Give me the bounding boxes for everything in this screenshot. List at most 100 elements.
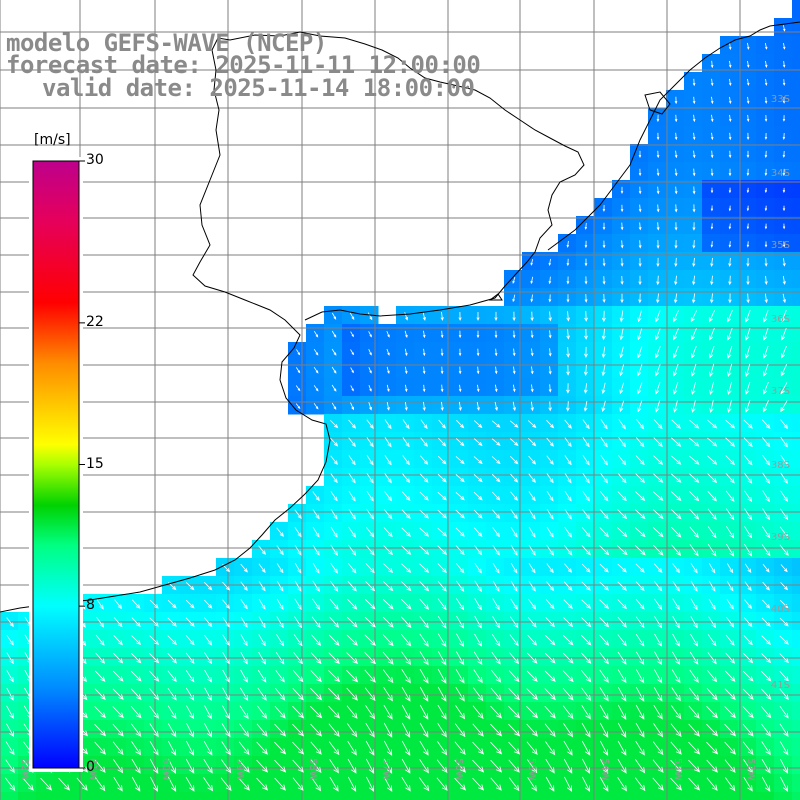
wind-arrow — [779, 635, 789, 645]
wind-arrow — [292, 705, 305, 719]
wind-cell — [756, 126, 775, 145]
wind-arrow — [652, 759, 664, 773]
wind-cell — [756, 144, 775, 163]
wind-arrow — [599, 704, 609, 720]
wind-arrow — [422, 401, 426, 412]
wind-arrow — [401, 686, 411, 702]
wind-arrow — [617, 599, 627, 610]
wind-arrow — [458, 366, 462, 375]
wind-arrow — [617, 509, 628, 520]
wind-arrow — [364, 687, 376, 702]
wind-arrow — [383, 722, 393, 738]
wind-arrow — [274, 687, 286, 701]
wind-arrow — [671, 455, 682, 465]
wind-arrow — [508, 706, 521, 719]
colorbar-tick-label: 22 — [86, 313, 104, 330]
wind-arrow — [692, 257, 696, 268]
wind-arrow — [726, 598, 734, 610]
wind-arrow — [652, 491, 664, 501]
wind-arrow — [112, 741, 124, 756]
wind-arrow — [746, 257, 750, 267]
wind-arrow — [276, 580, 284, 592]
wind-arrow — [563, 617, 574, 628]
wind-arrow — [763, 345, 769, 359]
wind-cell — [648, 198, 667, 217]
wind-cell — [774, 270, 793, 289]
wind-arrow — [584, 222, 588, 230]
wind-arrow — [726, 563, 734, 574]
wind-arrow — [655, 382, 661, 395]
wind-cell — [396, 396, 415, 415]
wind-arrow — [707, 652, 717, 665]
wind-cell — [486, 306, 505, 325]
wind-arrow — [382, 634, 394, 647]
wind-cell — [792, 324, 800, 343]
wind-arrow — [365, 758, 375, 774]
wind-arrow — [782, 150, 786, 158]
wind-arrow — [401, 527, 411, 537]
wind-cell — [684, 180, 703, 199]
wind-arrow — [527, 616, 537, 628]
wind-arrow — [347, 598, 358, 610]
wind-arrow — [130, 723, 142, 737]
wind-arrow — [546, 473, 554, 484]
wind-arrow — [762, 526, 771, 539]
wind-arrow — [635, 581, 645, 592]
wind-arrow — [384, 473, 392, 484]
wind-arrow — [764, 150, 768, 159]
wind-arrow — [274, 705, 286, 719]
wind-cell — [630, 216, 649, 235]
wind-cell — [504, 792, 523, 800]
wind-cell — [756, 288, 775, 307]
wind-arrow — [474, 545, 483, 556]
wind-arrow — [473, 474, 483, 483]
wind-arrow — [310, 741, 322, 755]
wind-arrow — [454, 777, 467, 791]
wind-arrow — [491, 669, 502, 683]
wind-arrow — [743, 455, 753, 466]
wind-arrow — [637, 400, 643, 413]
wind-cell — [594, 252, 613, 271]
wind-cell — [792, 504, 800, 523]
wind-arrow — [635, 563, 645, 573]
wind-cell — [108, 792, 127, 800]
wind-arrow — [708, 563, 716, 574]
wind-cell — [792, 666, 800, 685]
wind-cell — [630, 324, 649, 343]
wind-cell — [738, 216, 757, 235]
wind-arrow — [330, 437, 339, 447]
wind-arrow — [761, 544, 771, 557]
wind-arrow — [725, 455, 735, 466]
wind-arrow — [328, 670, 341, 683]
wind-arrow — [545, 635, 556, 646]
wind-arrow — [728, 241, 732, 248]
wind-cell — [576, 288, 595, 307]
wind-cell — [414, 792, 433, 800]
wind-cell — [666, 306, 685, 325]
wind-arrow — [530, 366, 534, 375]
wind-arrow — [437, 527, 448, 537]
wind-arrow — [384, 437, 392, 448]
wind-arrow — [638, 222, 642, 231]
wind-arrow — [692, 293, 696, 304]
wind-arrow — [528, 544, 536, 556]
wind-arrow — [476, 366, 480, 375]
wind-arrow — [564, 508, 572, 520]
wind-cell — [756, 36, 775, 55]
wind-arrow — [292, 759, 304, 773]
wind-cell — [684, 90, 703, 109]
wind-arrow — [544, 670, 556, 682]
wind-cell — [774, 288, 793, 307]
wind-arrow — [546, 581, 555, 592]
wind-arrow — [780, 582, 789, 591]
wind-arrow — [256, 741, 268, 755]
wind-arrow — [455, 474, 465, 483]
wind-arrow — [634, 527, 646, 538]
wind-arrow — [635, 491, 646, 502]
wind-cell — [630, 378, 649, 397]
wind-arrow — [313, 366, 319, 374]
wind-arrow — [742, 723, 754, 737]
wind-arrow — [689, 473, 700, 483]
wind-arrow — [512, 348, 516, 357]
